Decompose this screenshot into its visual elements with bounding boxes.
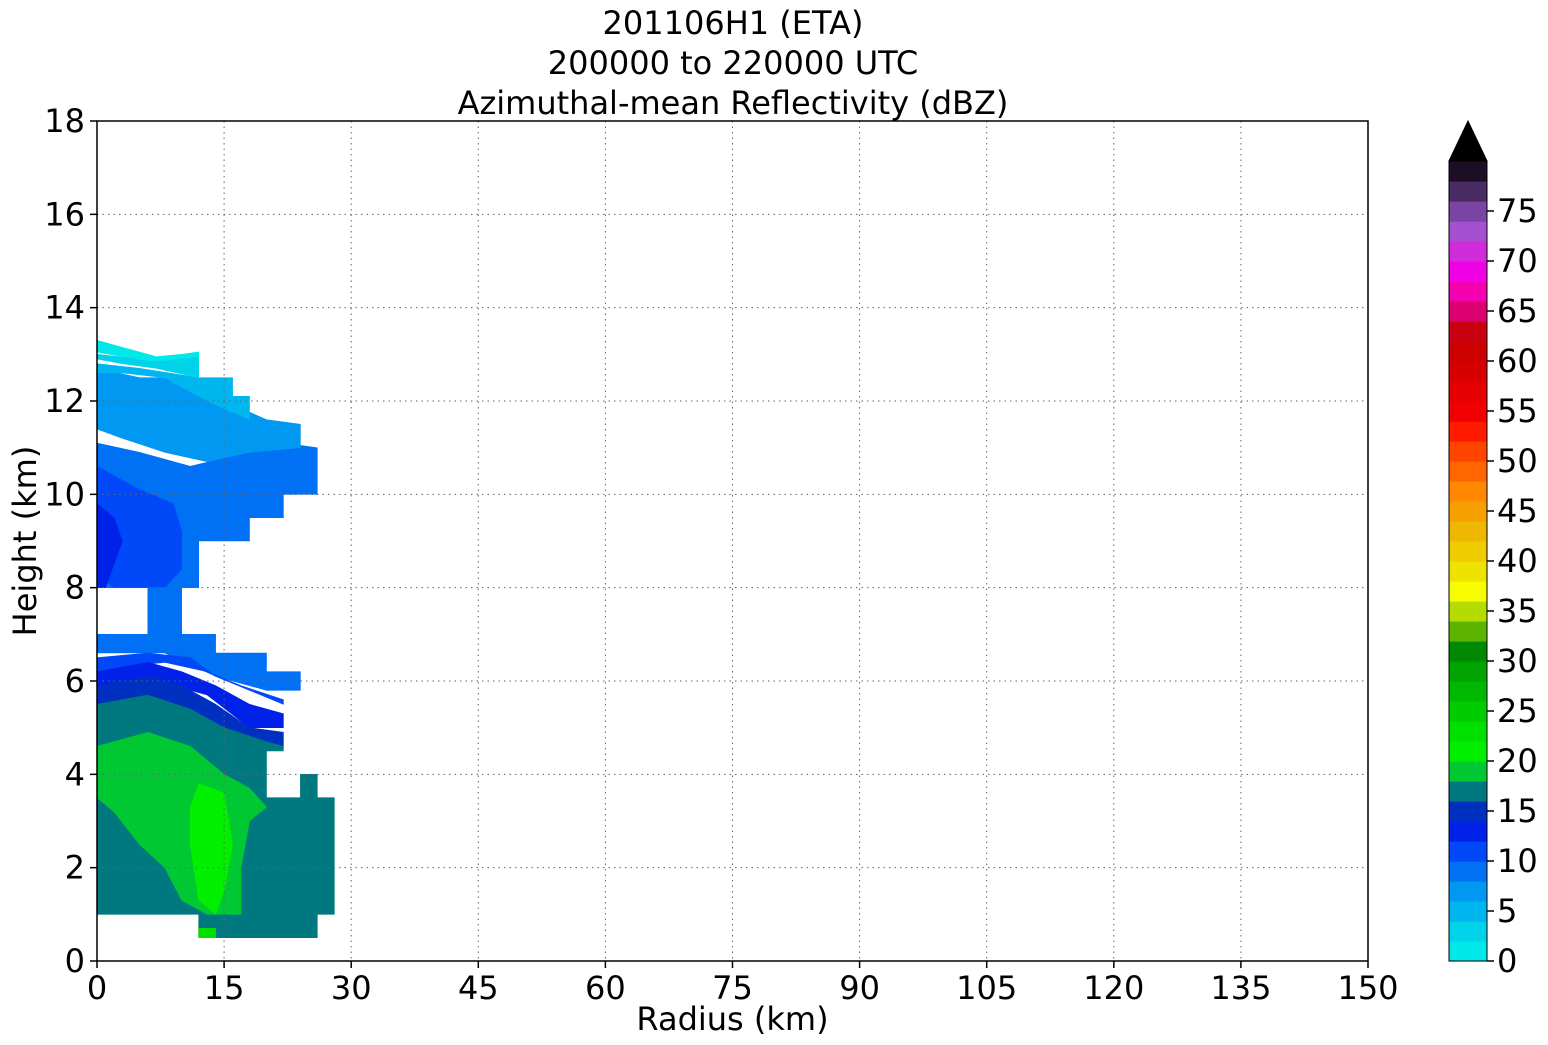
y-tick-label: 14 [44,289,85,327]
chart-title-group: 201106H1 (ETA)200000 to 220000 UTCAzimut… [458,4,1009,122]
chart-title-line: 201106H1 (ETA) [603,4,864,42]
colorbar-segment [1449,921,1487,942]
x-tick-label: 75 [712,969,753,1007]
plot-area [96,339,335,939]
colorbar-segment [1449,201,1487,222]
colorbar-segment [1449,701,1487,722]
colorbar-segment [1449,601,1487,622]
x-tick-label: 150 [1337,969,1398,1007]
colorbar-segment [1449,861,1487,882]
reflectivity-region [96,339,199,362]
x-tick-label: 105 [956,969,1017,1007]
y-tick-label: 12 [44,382,85,420]
colorbar-segment [1449,521,1487,542]
colorbar-segment [1449,561,1487,582]
colorbar-segment [1449,401,1487,422]
reflectivity-region [198,927,216,939]
colorbar-tick-label: 10 [1497,842,1538,880]
colorbar-tick-label: 30 [1497,642,1538,680]
y-tick-label: 6 [65,662,85,700]
x-tick-label: 15 [204,969,245,1007]
x-tick-label: 135 [1210,969,1271,1007]
chart-title-line: Azimuthal-mean Reflectivity (dBZ) [458,84,1009,122]
colorbar-tick-label: 70 [1497,242,1538,280]
colorbar-segment [1449,681,1487,702]
colorbar-segment [1449,181,1487,202]
colorbar-segment [1449,741,1487,762]
colorbar-segment [1449,581,1487,602]
colorbar-tick-label: 65 [1497,292,1538,330]
grid-lines [97,121,1368,961]
colorbar-segment [1449,621,1487,642]
y-axis-ticks: 0 2 4 6 8 10 12 14 16 18 [44,102,97,980]
colorbar-tick-label: 25 [1497,692,1538,730]
colorbar-segment [1449,481,1487,502]
colorbar-segment [1449,941,1487,962]
colorbar-segment [1449,301,1487,322]
x-axis-ticks: 0 15 30 45 60 75 90 105 120 135 150 [87,961,1399,1007]
x-axis-label: Radius (km) [636,1000,828,1038]
x-tick-label: 45 [458,969,499,1007]
y-tick-label: 8 [65,569,85,607]
x-tick-label: 120 [1083,969,1144,1007]
colorbar: 0 5 10 15 20 25 30 35 40 45 50 55 60 65 70 75 [1448,119,1538,980]
colorbar-segment [1449,841,1487,862]
colorbar-segment [1449,441,1487,462]
y-tick-label: 16 [44,195,85,233]
y-tick-label: 10 [44,475,85,513]
colorbar-segment [1449,361,1487,382]
colorbar-segment [1449,881,1487,902]
colorbar-segment [1449,161,1487,182]
colorbar-tick-label: 50 [1497,442,1538,480]
colorbar-segment [1449,421,1487,442]
colorbar-tick-label: 0 [1497,942,1517,980]
colorbar-segment [1449,321,1487,342]
colorbar-tick-label: 20 [1497,742,1538,780]
reflectivity-region [96,363,250,421]
colorbar-segment [1449,901,1487,922]
colorbar-tick-label: 60 [1497,342,1538,380]
colorbar-segment [1449,241,1487,262]
colorbar-tick-label: 55 [1497,392,1538,430]
colorbar-segment [1449,341,1487,362]
colorbar-tick-label: 5 [1497,892,1517,930]
colorbar-tick-label: 35 [1497,592,1538,630]
colorbar-segment [1449,461,1487,482]
y-tick-label: 4 [65,755,85,793]
colorbar-segment [1449,721,1487,742]
colorbar-segment [1449,381,1487,402]
reflectivity-region [189,783,233,915]
x-tick-label: 90 [839,969,880,1007]
colorbar-segment [1449,801,1487,822]
colorbar-segment [1449,261,1487,282]
colorbar-tick-label: 40 [1497,542,1538,580]
colorbar-segment [1449,501,1487,522]
colorbar-segment [1449,661,1487,682]
chart-title-line: 200000 to 220000 UTC [548,44,918,82]
y-tick-label: 2 [65,849,85,887]
colorbar-tick-label: 15 [1497,792,1538,830]
colorbar-segment [1449,761,1487,782]
colorbar-segment [1449,281,1487,302]
colorbar-tick-label: 75 [1497,192,1538,230]
colorbar-segment [1449,541,1487,562]
colorbar-segment [1449,821,1487,842]
colorbar-segment [1449,641,1487,662]
x-tick-label: 0 [87,969,107,1007]
x-tick-label: 60 [585,969,626,1007]
y-tick-label: 18 [44,102,85,140]
y-tick-label: 0 [65,942,85,980]
y-axis-label: Height (km) [6,446,44,637]
x-tick-label: 30 [331,969,372,1007]
colorbar-tick-label: 45 [1497,492,1538,530]
colorbar-segment [1449,781,1487,802]
colorbar-extend-arrow [1448,119,1488,162]
colorbar-segment [1449,221,1487,242]
